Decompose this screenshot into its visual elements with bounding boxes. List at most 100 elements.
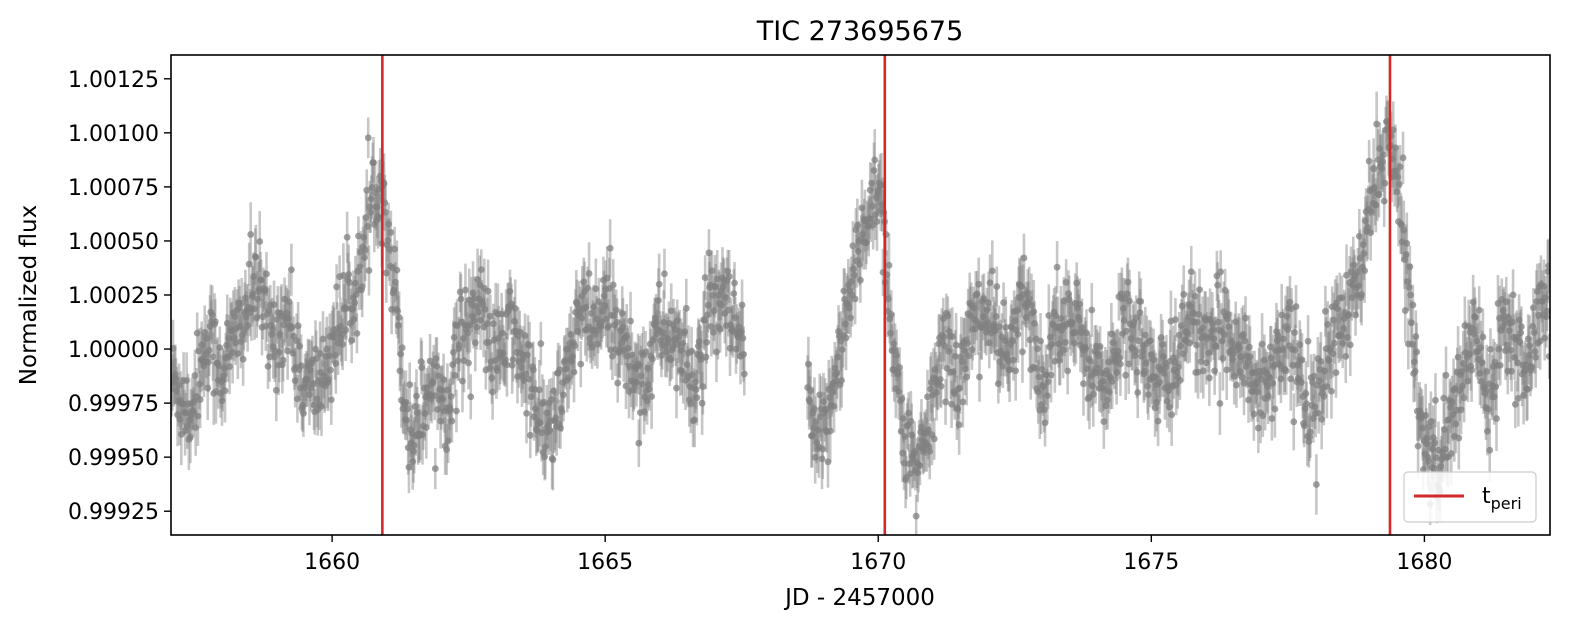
- data-point: [1465, 350, 1473, 358]
- data-point: [1214, 281, 1222, 289]
- data-point: [203, 334, 211, 342]
- data-point: [1072, 328, 1080, 336]
- data-point: [1342, 352, 1350, 360]
- data-point: [201, 328, 209, 336]
- data-point: [804, 360, 812, 368]
- data-point: [360, 233, 368, 241]
- data-point: [1470, 330, 1478, 338]
- data-point: [649, 336, 657, 344]
- data-point: [1127, 335, 1135, 342]
- data-point: [1000, 299, 1007, 307]
- data-point: [252, 253, 260, 261]
- data-point: [1096, 343, 1104, 350]
- data-point: [1060, 297, 1068, 305]
- data-point: [1269, 380, 1277, 387]
- data-point: [499, 329, 506, 337]
- data-point: [320, 372, 328, 380]
- data-point: [1165, 387, 1173, 395]
- data-point: [353, 329, 361, 337]
- data-point: [931, 366, 939, 373]
- data-point: [856, 261, 864, 268]
- data-point: [1236, 344, 1243, 352]
- data-point: [673, 317, 681, 324]
- data-point: [370, 159, 377, 167]
- data-point: [968, 346, 976, 354]
- data-point: [323, 345, 331, 353]
- data-point: [404, 405, 411, 413]
- data-point: [300, 410, 307, 417]
- data-point: [1123, 290, 1131, 297]
- data-point: [1011, 317, 1019, 325]
- data-point: [1303, 400, 1310, 408]
- data-point: [1381, 179, 1389, 187]
- data-point: [459, 335, 467, 342]
- data-point: [402, 398, 410, 406]
- data-point: [527, 393, 535, 401]
- data-point: [535, 386, 543, 394]
- data-point: [1147, 337, 1154, 345]
- data-point: [1078, 324, 1086, 332]
- data-point: [1020, 254, 1028, 262]
- data-point: [850, 265, 858, 273]
- data-point: [1375, 191, 1383, 199]
- data-point: [944, 312, 952, 320]
- data-point: [1339, 339, 1347, 347]
- data-point: [908, 431, 916, 439]
- data-point: [1175, 331, 1183, 339]
- x-tick-label: 1665: [577, 550, 633, 575]
- data-point: [1487, 345, 1494, 353]
- data-point: [1526, 342, 1534, 350]
- data-point: [1052, 312, 1060, 320]
- data-point: [593, 315, 601, 323]
- data-point: [1171, 358, 1179, 366]
- data-point: [1133, 368, 1141, 376]
- data-point: [1089, 390, 1097, 398]
- data-point: [1223, 366, 1231, 374]
- data-point: [941, 342, 949, 350]
- data-point: [1104, 396, 1112, 404]
- data-point: [663, 348, 671, 356]
- data-point: [687, 400, 695, 407]
- data-point: [523, 409, 530, 417]
- data-point: [1476, 369, 1484, 377]
- data-point: [1532, 353, 1540, 361]
- data-point: [253, 314, 261, 322]
- data-point: [394, 307, 402, 315]
- data-point: [1348, 294, 1356, 302]
- data-point: [698, 399, 706, 407]
- data-point: [1511, 400, 1519, 408]
- data-point: [1490, 393, 1498, 401]
- data-point: [1355, 282, 1362, 290]
- y-axis: 0.99925 0.99950 0.99975 1.00000 1.00025 1.000…: [68, 68, 171, 525]
- data-point: [1055, 340, 1063, 348]
- data-point: [456, 341, 463, 349]
- data-point: [522, 370, 530, 378]
- data-point: [361, 254, 368, 262]
- data-point: [443, 446, 451, 453]
- data-point: [245, 260, 253, 268]
- data-point: [732, 345, 740, 353]
- data-point: [1002, 324, 1010, 331]
- data-point: [1343, 333, 1351, 341]
- data-point: [541, 453, 549, 461]
- data-point: [368, 184, 376, 191]
- data-point: [951, 352, 959, 360]
- data-point: [486, 312, 494, 320]
- data-point: [847, 314, 855, 322]
- data-point: [622, 382, 630, 390]
- data-point: [1071, 339, 1078, 347]
- data-point: [489, 388, 497, 396]
- data-point: [257, 276, 265, 284]
- chart-title: TIC 273695675: [756, 16, 964, 47]
- data-point: [306, 367, 314, 374]
- data-point: [431, 465, 439, 473]
- data-point: [191, 372, 199, 379]
- data-point: [1221, 286, 1229, 294]
- data-point: [1304, 337, 1312, 345]
- data-point: [367, 209, 374, 216]
- data-point: [1044, 378, 1052, 386]
- data-point: [1452, 420, 1460, 428]
- data-point: [830, 402, 838, 410]
- data-point: [725, 273, 733, 280]
- data-point: [1138, 352, 1145, 360]
